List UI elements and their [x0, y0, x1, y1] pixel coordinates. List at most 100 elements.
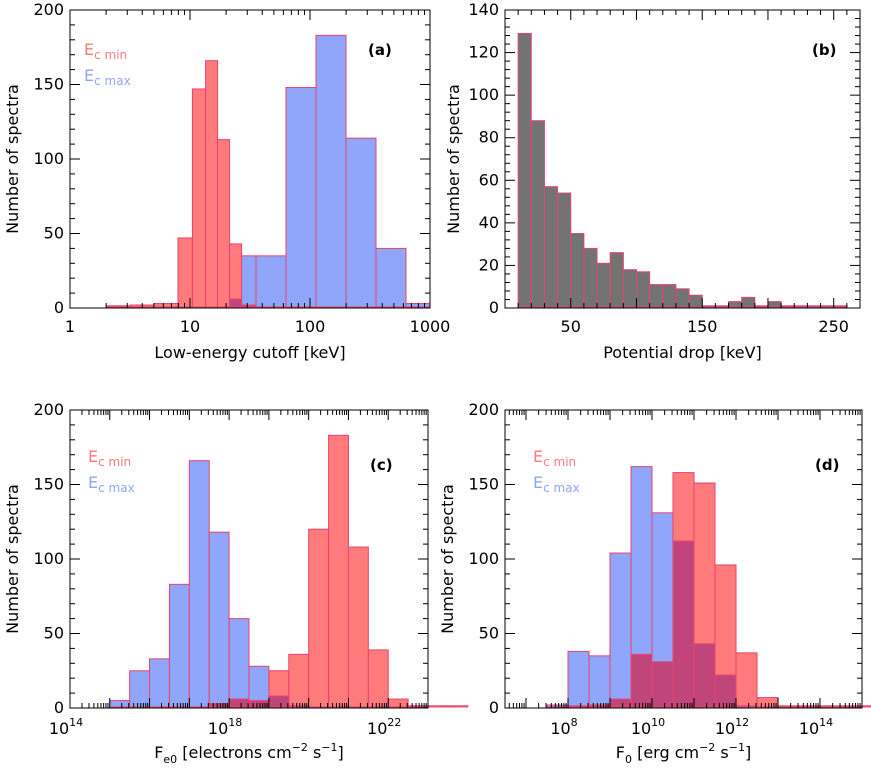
bar-b-s0-15	[714, 305, 730, 308]
xtick-label-base: 10	[208, 719, 228, 738]
ytick-label-b: 120	[468, 43, 499, 62]
bar-b-s0-3	[557, 192, 572, 308]
ylabel-b: Number of spectra	[444, 84, 463, 234]
legend-main: E	[84, 40, 94, 59]
xlabel-part-xlabel_end: ]	[745, 743, 751, 762]
bar-b-s0-14	[701, 305, 716, 308]
ylabel-a: Number of spectra	[3, 84, 22, 234]
bar-c-s0-10	[367, 649, 389, 708]
xtick-label-exponent: 14	[819, 716, 833, 729]
xtick-label-base: 10	[550, 719, 570, 738]
panel-label-b: (b)	[812, 41, 836, 59]
legend-main: E	[533, 473, 543, 492]
xtick-label-b: 150	[687, 317, 718, 336]
bar-b-s0-9	[635, 271, 651, 308]
xtick-label-a: 1	[65, 317, 75, 336]
legend-main: E	[533, 447, 543, 466]
bar-b-s0-19	[767, 301, 782, 308]
xtick-label-b: 50	[561, 317, 581, 336]
xtick-label-d: 108	[550, 716, 577, 738]
legend-main: E	[88, 473, 98, 492]
bar-b-s0-20	[780, 305, 795, 308]
ytick-label-b: 60	[479, 170, 499, 189]
legend-sub: c min	[94, 48, 127, 62]
legend-entry-d-1: Ec max	[533, 473, 580, 495]
xtick-label-exponent: 10	[651, 716, 665, 729]
xlabel-part-xlabel_end: ]	[338, 743, 344, 762]
ytick-label-c: 100	[33, 549, 64, 568]
xlabel-part-xlabel_sup2: −1	[321, 741, 337, 754]
ytick-label-b: 140	[468, 0, 499, 19]
legend-entry-c-1: Ec max	[88, 473, 135, 495]
panel-b: 0 20 40 60 80 100 120 140 50 150 250 Number of spec…	[444, 0, 861, 362]
ytick-label-a: 50	[44, 224, 64, 243]
legend-sub: c max	[543, 481, 580, 495]
bar-b-s0-10	[649, 284, 664, 308]
bar-overlap-d-5	[672, 540, 695, 708]
bar-b-s0-6	[596, 262, 611, 308]
ytick-label-b: 100	[468, 85, 499, 104]
panel-label-a: (a)	[368, 41, 392, 59]
bar-a-s1-2	[255, 255, 287, 308]
bar-c-s1-9	[288, 705, 310, 708]
bar-d-s0-13	[840, 705, 863, 708]
xtick-label-c: 1018	[208, 716, 242, 738]
xtick-label-exponent: 22	[387, 716, 401, 729]
bar-d-s1-1	[567, 650, 590, 708]
bar-c-s1-2	[149, 658, 170, 708]
bar-b-s0-13	[688, 294, 703, 308]
bar-d-s1-2	[588, 655, 611, 708]
bar-b-s0-0	[517, 32, 532, 308]
xlabel-part-xlabel_sup1: −2	[292, 741, 308, 754]
bar-a-s1-5	[345, 137, 377, 308]
ytick-label-a: 0	[54, 298, 64, 317]
bar-a-s0-7	[229, 243, 243, 308]
bar-overlap-d-4	[651, 661, 674, 708]
xtick-label-a: 10	[180, 317, 200, 336]
bar-b-s0-21	[793, 305, 808, 308]
xlabel-part-xlabel_rest: [erg cm	[632, 743, 699, 762]
ytick-label-d: 0	[489, 698, 499, 717]
bar-a-s1-4	[315, 34, 347, 308]
xlabel-part-xlabel_mid: s	[715, 743, 728, 762]
legend-entry-c-0: Ec min	[88, 447, 131, 469]
bar-d-s0-11	[798, 705, 821, 708]
xtick-label-base: 10	[799, 719, 819, 738]
xtick-label-exponent: 8	[571, 716, 578, 729]
bar-c-s0-13	[427, 705, 449, 708]
bar-b-s0-16	[728, 301, 743, 308]
bar-d-s0-12	[819, 705, 842, 708]
legend-sub: c min	[98, 455, 131, 469]
xtick-label-a: 1000	[410, 317, 451, 336]
bar-c-s0-8	[328, 434, 349, 708]
xtick-label-d: 1010	[631, 716, 665, 738]
bar-b-s0-1	[530, 120, 545, 308]
bar-b-s0-12	[675, 288, 690, 308]
bar-b-s0-2	[543, 186, 559, 308]
ytick-label-c: 50	[44, 624, 64, 643]
bar-overlap-c-5	[268, 695, 290, 708]
bar-a-s0-5	[205, 60, 219, 308]
bar-b-s0-22	[806, 305, 822, 308]
xtick-label-b: 250	[818, 317, 849, 336]
axes-frame-b	[504, 9, 861, 309]
panel-label-d: (d)	[815, 456, 839, 474]
xlabel-part-xlabel: F	[616, 743, 625, 762]
bar-c-s1-6	[228, 618, 250, 708]
bar-a-s1-3	[285, 86, 317, 308]
xlabel-part-xlabel_sup2: −1	[729, 741, 745, 754]
xtick-label-exponent: 18	[228, 716, 242, 729]
bar-b-s0-17	[741, 296, 756, 308]
xlabel-part-xlabel_sub: 0	[625, 753, 632, 766]
legend-sub: c max	[98, 481, 135, 495]
xtick-label-base: 10	[367, 719, 387, 738]
bar-a-s0-6	[217, 139, 231, 308]
bar-c-s0-7	[308, 528, 330, 708]
bar-c-s0-14	[447, 705, 469, 708]
ytick-label-b: 80	[479, 128, 499, 147]
bar-c-s1-5	[208, 531, 230, 708]
bar-c-s1-0	[109, 700, 131, 708]
xlabel-c: Fe0 [electrons cm−2 s−1]	[154, 741, 344, 766]
bar-overlap-c-3	[228, 698, 250, 708]
